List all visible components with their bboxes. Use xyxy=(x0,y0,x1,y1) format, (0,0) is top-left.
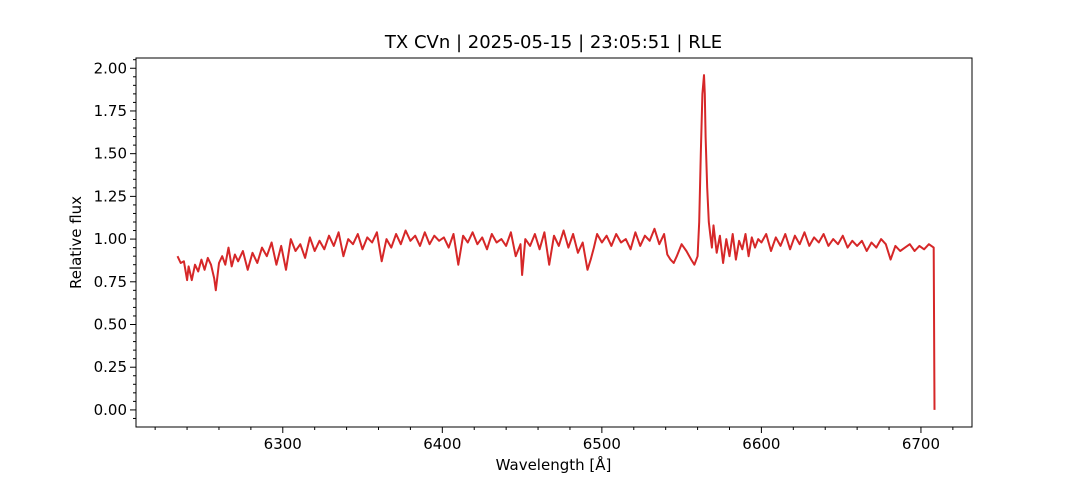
x-tick-label: 6300 xyxy=(264,435,302,453)
y-tick-label: 0.75 xyxy=(94,273,127,291)
x-tick-label: 6600 xyxy=(742,435,780,453)
y-axis-label: Relative flux xyxy=(67,196,85,289)
spectrum-line xyxy=(176,74,936,410)
y-tick-label: 1.75 xyxy=(94,102,127,120)
y-tick-label: 0.00 xyxy=(94,401,127,419)
x-tick-label: 6400 xyxy=(423,435,461,453)
plot-frame xyxy=(135,57,973,428)
chart-title: TX CVn | 2025-05-15 | 23:05:51 | RLE xyxy=(384,32,722,53)
x-axis-ticks: 6300 6400 6500 6600 6700 xyxy=(154,427,954,453)
y-tick-label: 0.25 xyxy=(94,358,127,376)
y-tick-label: 1.50 xyxy=(94,145,127,163)
x-tick-label: 6500 xyxy=(583,435,621,453)
x-axis-label: Wavelength [Å] xyxy=(496,455,612,474)
y-tick-label: 1.00 xyxy=(94,230,127,248)
y-tick-label: 1.25 xyxy=(94,187,127,205)
x-tick-label: 6700 xyxy=(902,435,940,453)
plot-area xyxy=(176,74,936,410)
y-axis-ticks: 0.00 0.25 0.50 0.75 1.00 1.25 1.50 1.75 2.00 xyxy=(94,59,136,419)
y-tick-label: 0.50 xyxy=(94,316,127,334)
y-tick-label: 2.00 xyxy=(94,59,127,77)
